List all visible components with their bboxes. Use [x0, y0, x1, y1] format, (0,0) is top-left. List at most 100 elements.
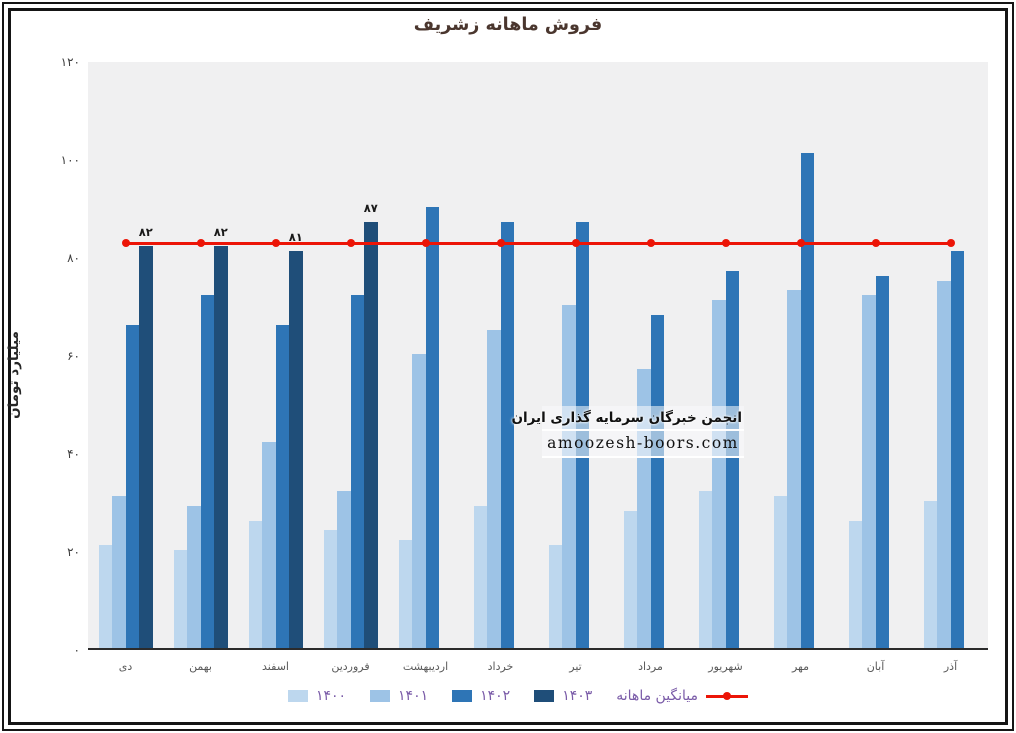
average-line-marker-9	[796, 239, 805, 248]
bar-۱۴۰۱-5	[487, 329, 501, 648]
bar-۱۴۰۰-0	[98, 545, 112, 648]
bar-۱۴۰۰-1	[173, 550, 187, 648]
legend-swatch-1400	[287, 690, 308, 702]
bar-۱۴۰۱-10	[862, 295, 876, 648]
bar-group-4	[388, 62, 463, 648]
legend-item-1400: ۱۴۰۰	[287, 688, 347, 704]
bar-۱۴۰۱-1	[187, 505, 201, 648]
data-label-۱۴۰۳-0: ۸۲	[138, 225, 153, 240]
bar-۱۴۰۰-4	[398, 540, 412, 648]
bar-۱۴۰۱-11	[937, 280, 951, 648]
average-line-marker-10	[871, 239, 880, 248]
average-line-marker-5	[496, 239, 505, 248]
x-axis-label-5: خرداد	[487, 660, 514, 673]
watermark-site-url: amoozesh-boors.com	[542, 429, 744, 458]
y-tick-label: ۴۰	[67, 447, 80, 461]
bar-۱۴۰۰-10	[848, 520, 862, 648]
data-label-۱۴۰۳-2: ۸۱	[288, 230, 303, 245]
bar-۱۴۰۳-0	[139, 246, 153, 648]
bar-۱۴۰۱-3	[337, 491, 351, 648]
bar-۱۴۰۰-9	[773, 496, 787, 648]
average-line-marker-11	[946, 239, 955, 248]
bar-۱۴۰۲-10	[875, 275, 889, 648]
y-tick-label: ۲۰	[67, 545, 80, 559]
bar-۱۴۰۲-7	[650, 314, 664, 648]
bar-۱۴۰۱-8	[712, 300, 726, 648]
watermark-persian-text: انجمن خبرگان سرمایه گذاری ایران	[511, 410, 742, 426]
watermark: انجمن خبرگان سرمایه گذاری ایران amoozesh…	[511, 406, 744, 458]
legend-item-monthly-average: میانگین ماهانه	[616, 688, 749, 704]
y-axis-title: میلیارد تومان	[6, 331, 22, 419]
chart-title: فروش ماهانه زشریف	[413, 15, 603, 35]
legend-swatch-1403	[534, 690, 555, 702]
data-label-۱۴۰۳-3: ۸۷	[363, 200, 378, 215]
legend-item-1402: ۱۴۰۲	[452, 688, 510, 704]
bar-group-3: ۸۷	[313, 62, 388, 648]
bar-۱۴۰۲-8	[725, 270, 739, 648]
bar-۱۴۰۲-9	[800, 153, 814, 648]
legend-item-1403: ۱۴۰۳	[534, 688, 592, 704]
bar-۱۴۰۲-4	[425, 207, 439, 648]
average-line-marker-4	[421, 239, 430, 248]
bar-group-2: ۸۱	[238, 62, 313, 648]
average-line-marker-7	[646, 239, 655, 248]
legend-item-1401: ۱۴۰۱	[370, 688, 428, 704]
y-tick-label: ۱۰۰	[60, 153, 80, 167]
x-axis-label-4: اردیبهشت	[402, 660, 449, 673]
bar-۱۴۰۲-3	[350, 295, 364, 648]
bar-۱۴۰۳-3	[364, 221, 378, 648]
bar-۱۴۰۳-1	[214, 246, 228, 648]
legend-label-1403: ۱۴۰۳	[562, 688, 593, 704]
bar-۱۴۰۰-2	[248, 520, 262, 648]
bar-۱۴۰۰-3	[323, 530, 337, 648]
x-axis-label-6: تیر	[569, 660, 582, 673]
bar-۱۴۰۱-9	[787, 290, 801, 648]
data-label-۱۴۰۳-1: ۸۲	[213, 225, 228, 240]
legend-label-1401: ۱۴۰۱	[398, 688, 429, 704]
bar-group-10	[838, 62, 913, 648]
bar-۱۴۰۲-2	[275, 324, 289, 648]
legend-line-marker-icon	[706, 692, 749, 700]
bar-۱۴۰۱-6	[562, 305, 576, 648]
x-axis-label-8: شهریور	[708, 660, 743, 673]
bar-۱۴۰۰-11	[923, 501, 937, 648]
plot-area: ۸۲ ۸۲ ۸۱ ۸۷ انجمن خبرگان سرمایه گذاری ایران…	[88, 62, 988, 650]
average-line-marker-3	[346, 239, 355, 248]
x-axis-label-1: بهمن	[189, 660, 212, 673]
x-axis-label-3: فروردین	[331, 660, 370, 673]
bar-۱۴۰۲-11	[950, 251, 964, 648]
bar-group-1: ۸۲	[163, 62, 238, 648]
x-axis-label-2: اسفند	[262, 660, 289, 673]
bar-۱۴۰۱-4	[412, 354, 426, 648]
bar-۱۴۰۱-2	[262, 442, 276, 648]
bar-group-5	[463, 62, 538, 648]
x-axis-label-7: مرداد	[638, 660, 663, 673]
y-tick-label: ۰	[73, 643, 80, 657]
bar-۱۴۰۳-2	[289, 251, 303, 648]
bar-۱۴۰۰-7	[623, 510, 637, 648]
chart-legend: ۱۴۰۰ ۱۴۰۱ ۱۴۰۲ ۱۴۰۳ میانگین ماهانه	[88, 688, 948, 704]
legend-line-dot-icon	[723, 692, 732, 700]
y-tick-label: ۶۰	[67, 349, 80, 363]
bar-۱۴۰۰-8	[698, 491, 712, 648]
average-line-marker-8	[721, 239, 730, 248]
bar-group-0: ۸۲	[88, 62, 163, 648]
legend-label-1400: ۱۴۰۰	[315, 688, 347, 704]
bar-۱۴۰۲-1	[200, 295, 214, 648]
legend-label-monthly-average: میانگین ماهانه	[616, 688, 699, 704]
legend-label-1402: ۱۴۰۲	[480, 688, 511, 704]
x-axis-label-11: آذر	[943, 660, 958, 673]
average-line-marker-2	[271, 239, 280, 248]
bar-۱۴۰۲-0	[125, 324, 139, 648]
average-line-marker-0	[121, 239, 130, 248]
bar-۱۴۰۲-5	[500, 221, 514, 648]
bar-group-7	[613, 62, 688, 648]
legend-swatch-1402	[452, 690, 473, 702]
y-tick-label: ۸۰	[67, 251, 80, 265]
x-axis-label-9: مهر	[791, 660, 810, 673]
bar-۱۴۰۰-6	[548, 545, 562, 648]
monthly-average-line	[125, 241, 951, 245]
average-line-marker-1	[196, 239, 205, 248]
x-axis-label-0: دی	[118, 660, 133, 673]
bar-group-11	[913, 62, 988, 648]
